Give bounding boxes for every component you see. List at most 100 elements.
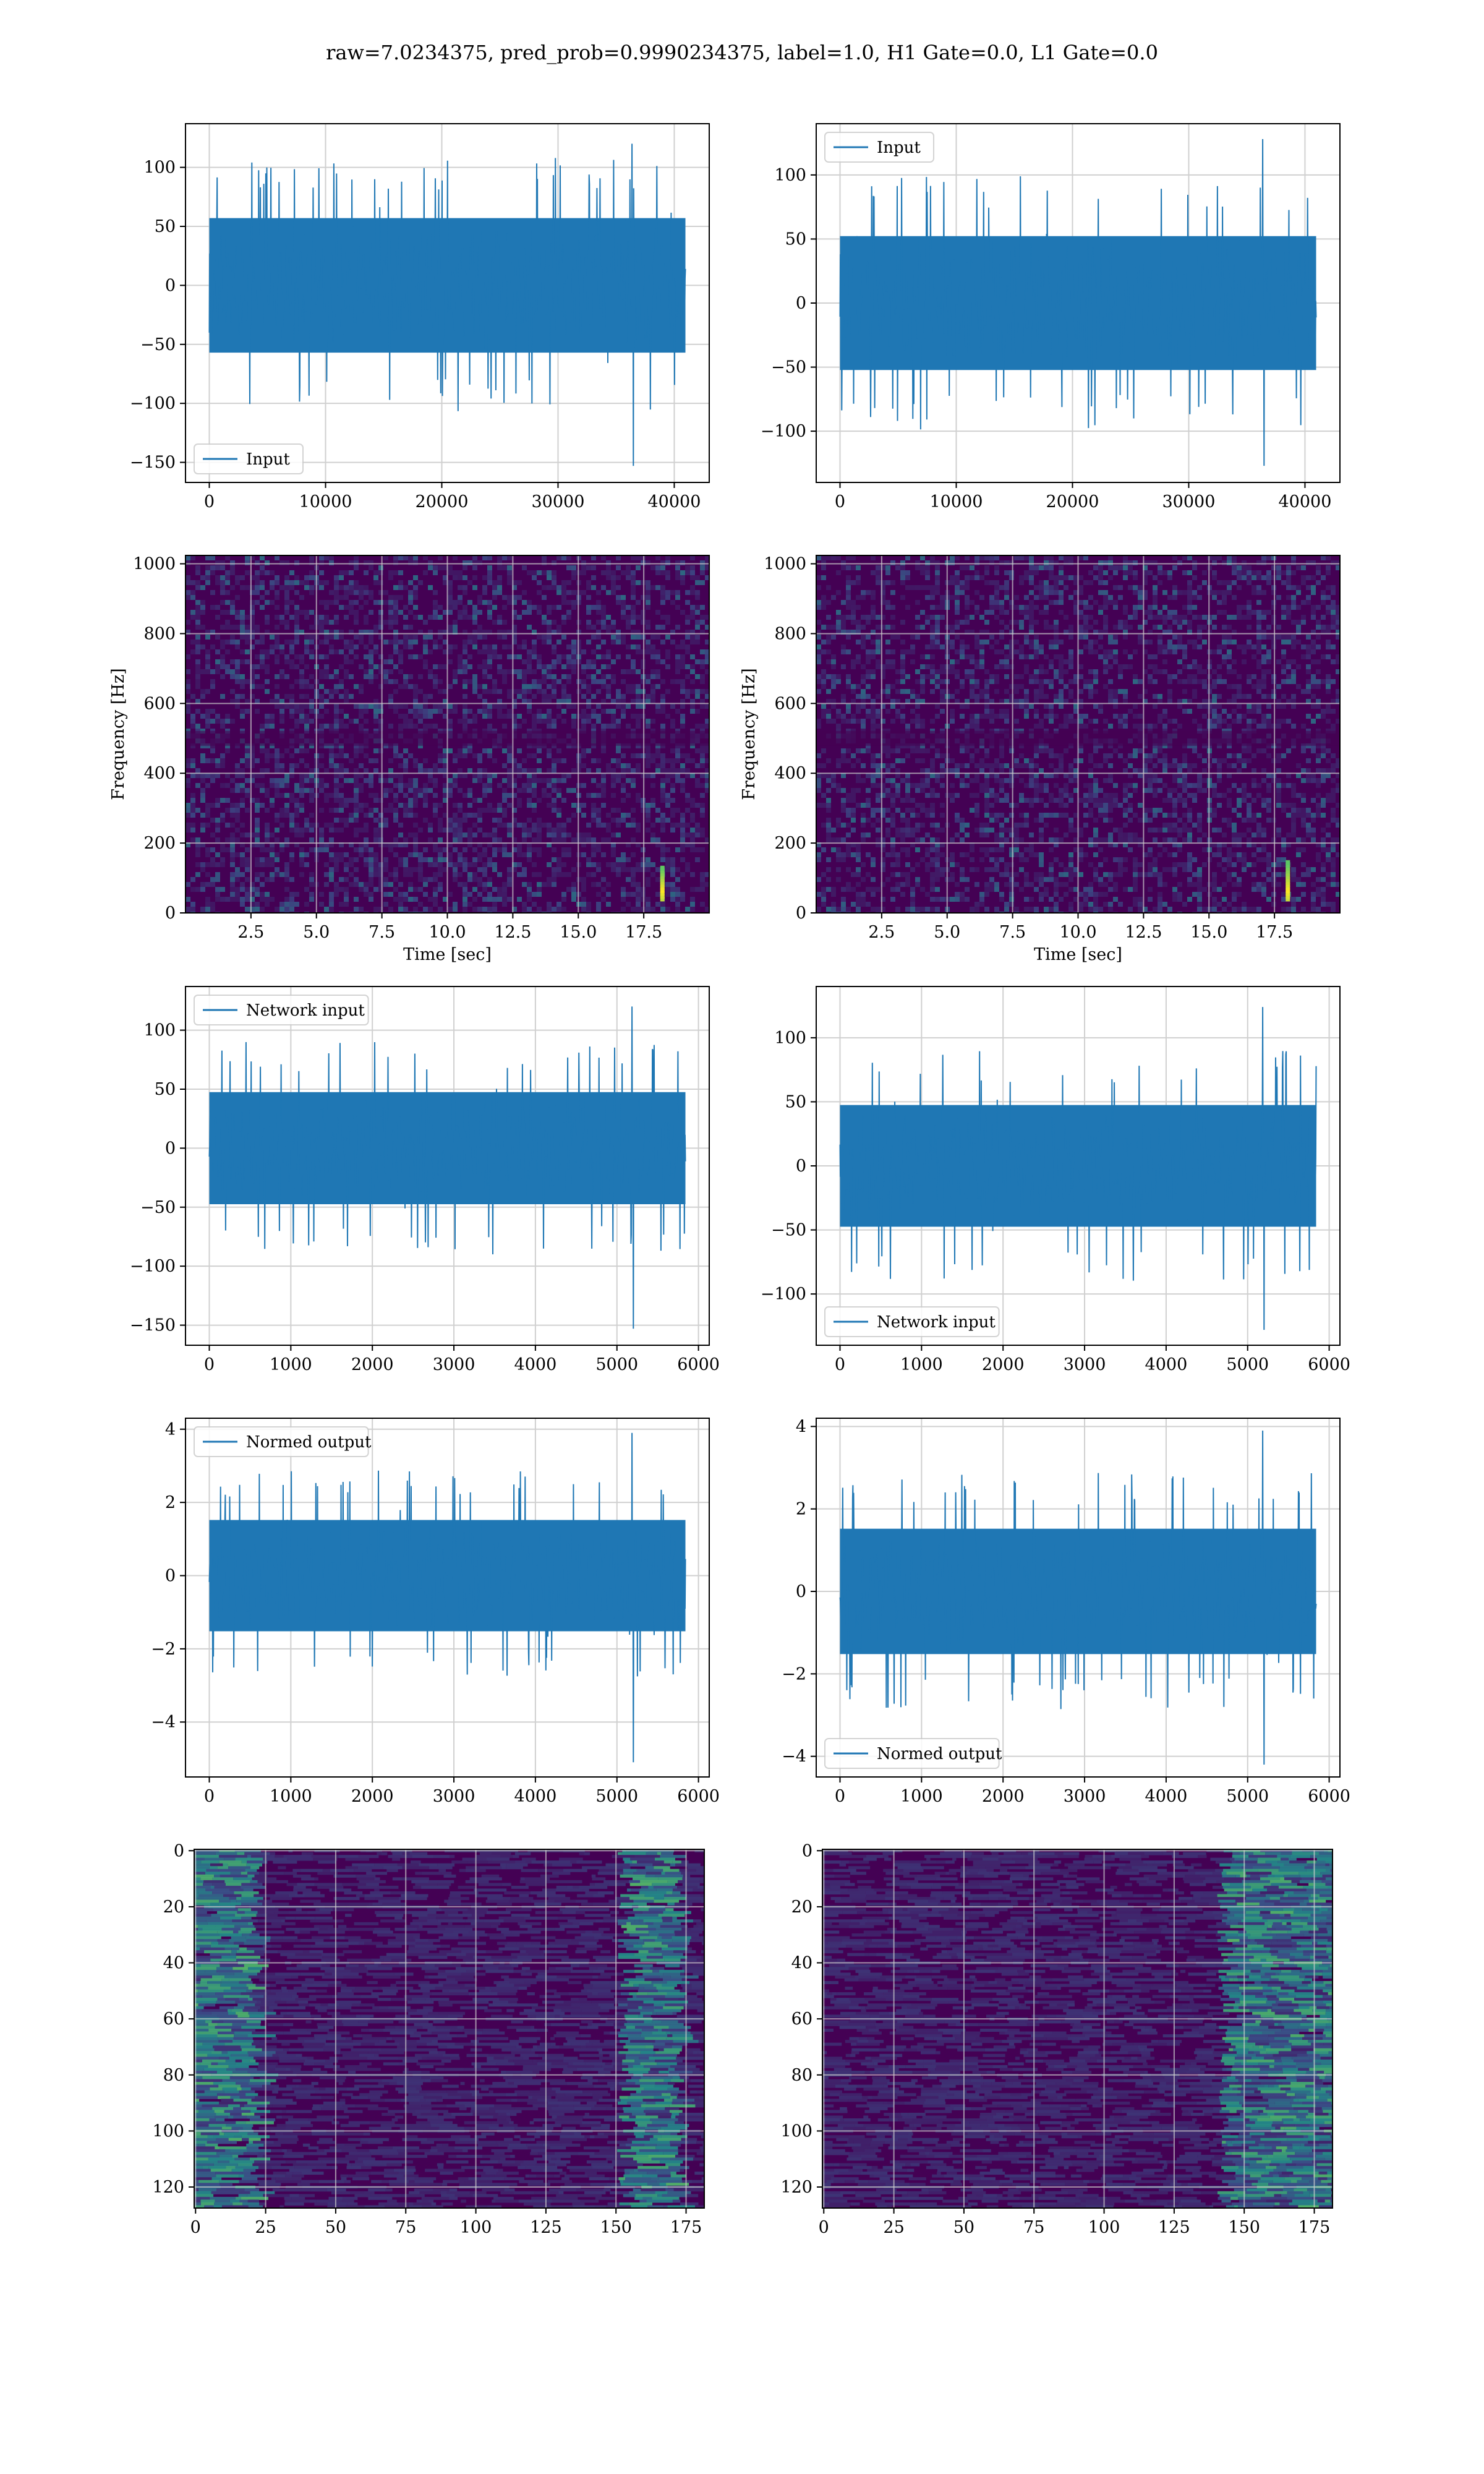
legend-box (824, 132, 934, 163)
y-tick-label: −100 (130, 394, 176, 413)
y-tick-label: 2 (165, 1493, 176, 1512)
y-tick-label: 120 (152, 2178, 184, 2197)
figure-title: raw=7.0234375, pred_prob=0.9990234375, l… (326, 41, 1158, 64)
x-tick-label: 125 (1158, 2218, 1190, 2237)
y-tick-label: 2 (796, 1500, 806, 1519)
y-tick-label: −2 (782, 1664, 806, 1684)
y-tick-label: −4 (782, 1747, 806, 1766)
series-line (208, 143, 686, 466)
x-tick-label: 12.5 (494, 923, 531, 942)
x-tick-label: 3000 (1064, 1787, 1106, 1806)
x-tick-label: 10.0 (429, 923, 466, 942)
x-tick-label: 4000 (514, 1355, 557, 1374)
x-tick-label: 175 (1298, 2218, 1331, 2237)
y-tick-label: 600 (143, 694, 176, 713)
y-tick-label: −50 (771, 358, 806, 377)
y-tick-label: 120 (780, 2178, 812, 2197)
y-tick-label: 600 (774, 694, 806, 713)
y-tick-label: −150 (130, 453, 176, 473)
y-tick-label: 4 (165, 1420, 176, 1439)
y-tick-label: 100 (780, 2121, 812, 2141)
x-tick-label: 0 (204, 492, 215, 511)
x-tick-label: 6000 (1308, 1355, 1350, 1374)
y-tick-label: 0 (165, 1139, 176, 1158)
y-tick-label: −4 (151, 1713, 176, 1732)
y-tick-label: −50 (140, 1198, 176, 1217)
x-tick-label: 40000 (648, 492, 701, 511)
x-tick-label: 12.5 (1125, 923, 1162, 942)
series-line (208, 1006, 686, 1329)
legend-label: Input (246, 450, 290, 469)
axes-frame (185, 986, 710, 1346)
y-tick-label: −150 (130, 1316, 176, 1335)
legend-box (194, 995, 369, 1025)
y-tick-label: 100 (152, 2121, 184, 2141)
y-tick-label: 50 (155, 217, 176, 236)
x-tick-label: 5000 (595, 1787, 638, 1806)
x-tick-label: 6000 (677, 1355, 720, 1374)
x-tick-label: 75 (395, 2218, 416, 2237)
x-axis-label: Time [sec] (1034, 945, 1122, 964)
y-tick-label: 200 (774, 834, 806, 853)
heatmap-body (822, 1849, 1333, 2208)
y-tick-label: 0 (165, 904, 176, 923)
series-line (839, 1430, 1317, 1765)
legend-label: Network input (877, 1313, 996, 1332)
x-tick-label: 75 (1023, 2218, 1044, 2237)
x-tick-label: 20000 (1046, 492, 1099, 511)
y-tick-label: −100 (761, 1285, 806, 1304)
x-tick-label: 1000 (270, 1355, 312, 1374)
legend: Normed output (824, 1738, 1002, 1769)
x-tick-label: 10.0 (1059, 923, 1096, 942)
legend: Normed output (194, 1426, 372, 1457)
x-tick-label: 1000 (900, 1787, 943, 1806)
y-tick-label: 0 (802, 1841, 812, 1860)
x-tick-label: 6000 (1308, 1787, 1350, 1806)
y-tick-label: 0 (165, 276, 176, 295)
y-tick-label: 40 (791, 1954, 812, 1973)
axes-frame (816, 1418, 1341, 1778)
x-tick-label: 3000 (1064, 1355, 1106, 1374)
y-tick-label: 0 (174, 1841, 184, 1860)
legend-label: Network input (246, 1001, 365, 1020)
y-tick-label: 60 (791, 2010, 812, 2029)
axes-frame (185, 123, 710, 483)
legend: Network input (194, 995, 369, 1025)
legend-label: Normed output (246, 1433, 372, 1452)
y-tick-label: 400 (143, 764, 176, 783)
legend-label: Normed output (877, 1745, 1002, 1763)
y-tick-label: 40 (163, 1954, 184, 1973)
x-tick-label: 50 (325, 2218, 346, 2237)
x-tick-label: 15.0 (1190, 923, 1227, 942)
y-tick-label: 50 (155, 1080, 176, 1099)
x-tick-label: 17.5 (1256, 923, 1293, 942)
x-tick-label: 5000 (1226, 1787, 1269, 1806)
y-tick-label: −50 (771, 1221, 806, 1240)
legend-box (824, 1306, 1000, 1337)
heatmap-body (194, 1849, 704, 2208)
x-tick-label: 4000 (514, 1787, 557, 1806)
series-line (208, 1432, 686, 1763)
x-tick-label: 5000 (1226, 1355, 1269, 1374)
legend-box (194, 1426, 369, 1457)
x-tick-label: 0 (204, 1787, 215, 1806)
x-tick-label: 6000 (677, 1787, 720, 1806)
x-tick-label: 0 (819, 2218, 829, 2237)
y-tick-label: −100 (130, 1257, 176, 1276)
series-line (839, 139, 1317, 466)
y-tick-label: −2 (151, 1640, 176, 1659)
chart-h1-input: Input 0 10000 20000 30000 40000 −150 −100 −50 0 50… (130, 123, 710, 511)
x-tick-label: 2000 (351, 1787, 394, 1806)
chart-h1-spectrogram: 2.5 5.0 7.5 10.0 12.5 15.0 17.5 0 200 400 600 800 10… (109, 555, 710, 964)
chart-l1-spectrogram: 2.5 5.0 7.5 10.0 12.5 15.0 17.5 0 200 400 600 800 10… (740, 555, 1341, 964)
x-tick-label: 3000 (433, 1355, 475, 1374)
y-tick-label: 800 (774, 624, 806, 643)
x-tick-label: 0 (835, 1355, 845, 1374)
y-tick-label: 200 (143, 834, 176, 853)
y-tick-label: 20 (791, 1898, 812, 1917)
x-tick-label: 175 (670, 2218, 702, 2237)
x-tick-label: 30000 (532, 492, 585, 511)
chart-l1-normed-output: Normed output 0 1000 2000 3000 4000 5000 6000 −4… (782, 1417, 1350, 1806)
x-tick-label: 2.5 (868, 923, 895, 942)
